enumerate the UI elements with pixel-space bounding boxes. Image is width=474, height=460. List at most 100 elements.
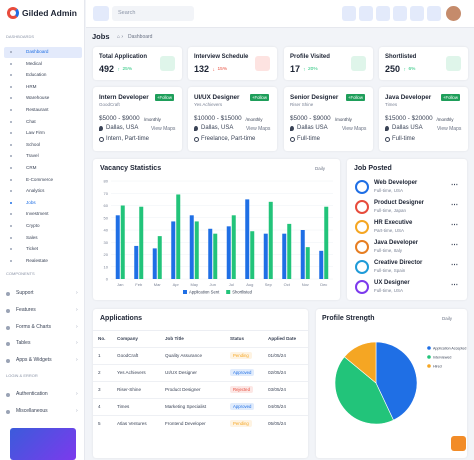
posted-title[interactable]: Product Designer [374,200,425,206]
posted-title[interactable]: UX Designer [374,280,410,286]
job-company: Times [385,102,398,107]
nav-bullet [10,190,12,193]
posted-title[interactable]: Java Developer [374,240,419,246]
bar [213,233,218,279]
nav-item[interactable]: HRM [26,83,37,89]
map-link[interactable]: View Maps [151,126,176,132]
stat-icon [255,56,270,71]
nav-item[interactable]: Apps & Widgets [16,357,52,363]
bar [226,226,231,279]
nav-item[interactable]: Restaurant [26,107,49,112]
nav-item[interactable]: Realestate [26,257,48,263]
nav-item[interactable]: Chat [26,118,36,124]
type-icon [385,137,390,142]
posted-title[interactable]: Web Developer [374,180,418,186]
map-link[interactable]: View Maps [437,126,462,132]
nav-bullet [10,62,12,65]
nav-bullet [6,393,10,397]
settings-button[interactable] [451,436,466,451]
salary: $10000 - $15000 [194,115,242,122]
more-button[interactable]: ⋯ [451,262,458,269]
company-logo [355,260,369,274]
more-button[interactable]: ⋯ [451,242,458,249]
nav-item[interactable]: Support [16,290,34,296]
header-icon[interactable] [393,6,407,21]
posted-title[interactable]: Creative Director [374,260,423,266]
x-tick-label: Jul [229,282,234,287]
table-cell: GoodCraft [117,353,139,358]
status-badge: Pending [230,352,252,359]
bar [300,230,305,279]
header-icon[interactable] [427,6,441,21]
nav-item[interactable]: School [26,141,41,147]
y-tick-label: 70 [104,191,109,196]
job-card: UI/UX Designer Yes Achievers +Follow $10000… [188,87,277,151]
avatar[interactable] [446,6,461,21]
nav-item[interactable]: Tables [16,340,31,347]
nav-item[interactable]: Analytics [26,188,45,194]
nav-item[interactable]: Travel [26,153,39,159]
card-title: Applications [100,315,143,322]
row-divider [93,364,308,365]
header-icon[interactable] [376,6,390,21]
stat-value: 492 [99,64,115,74]
table-cell: Quality Assurance [165,353,203,358]
filter-dropdown[interactable]: Daily [315,166,326,171]
nav-bullet [6,325,10,330]
stat-icon [446,56,461,71]
follow-button[interactable]: +Follow [346,94,365,101]
nav-item[interactable]: Law Firm [26,130,45,136]
map-link[interactable]: View Maps [342,126,367,132]
nav-item[interactable]: Miscellaneous [16,407,48,414]
nav-item[interactable]: Warehouse [26,95,50,101]
nav-bullet [6,308,10,313]
location-icon [194,126,198,131]
follow-button[interactable]: +Follow [441,94,460,101]
stat-label: Shortlisted [385,54,417,60]
nav-item[interactable]: Education [26,72,47,78]
company-logo [355,220,369,234]
nav-item[interactable]: Medical [26,60,42,66]
follow-button[interactable]: +Follow [155,94,174,101]
map-link[interactable]: View Maps [246,126,271,132]
table-cell: Yes Achievers [117,370,146,375]
header-icon[interactable] [410,6,424,21]
job-company: Riser Shine [290,102,314,107]
filter-dropdown[interactable]: Daily [442,316,453,321]
search-input[interactable]: Search [112,6,194,21]
nav-item[interactable]: Investment [26,211,49,217]
table-cell: 01/05/24 [268,353,286,358]
column-header: Status [230,336,245,341]
active-item-bg [4,47,82,58]
more-button[interactable]: ⋯ [451,222,458,229]
job-company: GoodCraft [99,102,120,107]
nav-item[interactable]: Crypto [26,223,40,228]
follow-button[interactable]: +Follow [250,94,269,101]
y-tick-label: 60 [104,203,109,208]
pie-slice [375,341,418,421]
nav-item[interactable]: Forms & Charts [16,323,52,330]
posted-detail: Full-time, Japan [374,208,407,213]
posted-title[interactable]: HR Executive [374,220,413,226]
more-button[interactable]: ⋯ [451,202,458,209]
nav-item[interactable]: Ticket [26,246,39,252]
more-button[interactable]: ⋯ [451,182,458,189]
nav-item[interactable]: Jobs [26,199,36,205]
more-button[interactable]: ⋯ [451,282,458,289]
menu-button[interactable] [93,6,109,21]
nav-item[interactable]: Features [16,306,36,313]
header-icons [342,6,472,22]
nav-item[interactable]: Authentication [16,391,48,397]
nav-item[interactable]: Dashboard [26,49,49,54]
header-icon[interactable] [359,6,373,21]
nav-item[interactable]: E-Commerce [26,176,54,182]
header-icon[interactable] [342,6,356,21]
nav-item[interactable]: CRM [26,165,37,170]
nav-bullet [10,259,12,262]
nav-bullet [10,225,12,227]
nav-item[interactable]: Sales [26,234,38,240]
salary-period: /monthly [436,116,454,122]
y-tick-label: 0 [106,277,109,282]
breadcrumb[interactable]: Dashboard [128,34,153,40]
breadcrumb-home[interactable]: ⌂ › [117,34,124,40]
